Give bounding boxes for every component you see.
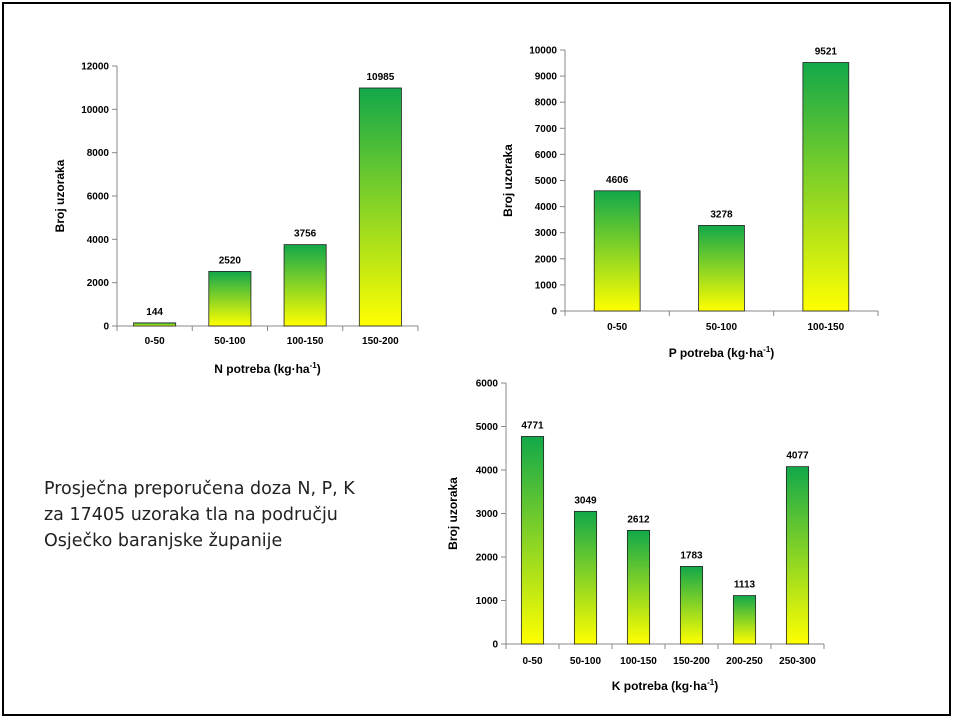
p-data-label: 9521 [815,47,838,58]
p-y-tick-label: 1000 [535,280,558,291]
k-data-label: 4077 [786,451,809,462]
n-y-tick-label: 0 [103,322,109,333]
n-bar [208,270,252,327]
caption-line-1: Prosječna preporučena doza N, P, K [44,479,355,499]
k-category-label: 50-100 [570,656,602,667]
p-y-tick-label: 0 [551,307,557,318]
p-category-label: 50-100 [706,322,738,333]
k-y-tick-label: 0 [492,640,498,651]
k-category-label: 250-300 [779,656,816,667]
k-bar [626,529,651,645]
p-data-label: 4606 [606,175,629,186]
p-y-axis-title: Broj uzoraka [501,144,515,217]
k-category-label: 150-200 [673,656,710,667]
p-y-tick-label: 3000 [535,228,558,239]
n-y-tick-label: 2000 [87,278,110,289]
k-data-label: 2612 [627,514,650,525]
k-category-label: 100-150 [620,656,657,667]
p-x-axis-title: P potreba (kg·ha-1) [669,345,775,360]
n-bar [358,87,402,327]
k-category-label: 0-50 [522,656,542,667]
p-bar [698,225,745,312]
n-bar [133,322,177,327]
p-y-tick-label: 8000 [535,98,558,109]
k-y-tick-label: 2000 [476,553,499,564]
p-y-tick-label: 2000 [535,254,558,265]
k-chart-group: 0 1000 2000 3000 4000 5000 6000 4771 0-50 3049 50-… [446,379,825,693]
n-y-tick-label: 6000 [87,192,110,203]
n-data-label: 144 [146,307,163,318]
n-y-tick-label: 8000 [87,148,110,159]
p-y-tick-label: 7000 [535,124,558,135]
p-bar [802,62,850,312]
caption-line-3: Osječko baranjske županije [44,531,283,551]
k-y-tick-label: 1000 [476,596,499,607]
k-bar [732,595,757,645]
n-category-label: 100-150 [287,336,324,347]
n-y-tick-label: 4000 [87,235,110,246]
n-data-label: 2520 [219,255,242,266]
n-y-tick-label: 10000 [81,105,109,116]
n-data-label: 10985 [366,72,394,83]
p-y-tick-label: 4000 [535,202,558,213]
n-y-axis-title: Broj uzoraka [53,159,67,232]
n-category-label: 0-50 [145,336,165,347]
k-y-tick-label: 5000 [476,422,499,433]
p-y-tick-label: 6000 [535,150,558,161]
n-x-axis-title: N potreba (kg·ha-1) [214,361,320,376]
n-chart-group: 0 2000 4000 6000 8000 10000 12000 144 0-50 2520 50… [53,62,419,376]
caption-line-2: za 17405 uzoraka tla na području [44,505,338,525]
n-category-label: 150-200 [362,336,399,347]
k-bar [679,566,704,645]
k-bar [573,510,598,645]
p-data-label: 3278 [710,209,733,220]
k-data-label: 1783 [680,550,703,561]
k-x-axis-title: K potreba (kg·ha-1) [612,678,718,693]
p-chart-group: 0 1000 2000 3000 4000 5000 6000 7000 8000 9000 100… [501,46,879,360]
k-bar [785,466,810,645]
n-category-label: 50-100 [214,336,246,347]
k-y-tick-label: 3000 [476,509,499,520]
caption-text: Prosječna preporučena doza N, P, K za 17… [44,476,384,554]
n-bar [283,244,327,327]
k-y-tick-label: 4000 [476,466,499,477]
p-y-tick-label: 9000 [535,72,558,83]
n-data-label: 3756 [294,229,317,240]
p-category-label: 100-150 [807,322,844,333]
k-category-label: 200-250 [726,656,763,667]
p-bar [593,190,641,312]
k-data-label: 3049 [574,495,597,506]
k-y-tick-label: 6000 [476,379,499,390]
p-category-label: 0-50 [607,322,627,333]
k-data-label: 4771 [521,420,544,431]
n-y-tick-label: 12000 [81,62,109,73]
k-bar [520,436,545,645]
k-y-axis-title: Broj uzoraka [446,477,460,550]
k-data-label: 1113 [734,580,756,591]
p-y-tick-label: 5000 [535,176,558,187]
p-y-tick-label: 10000 [529,46,557,57]
